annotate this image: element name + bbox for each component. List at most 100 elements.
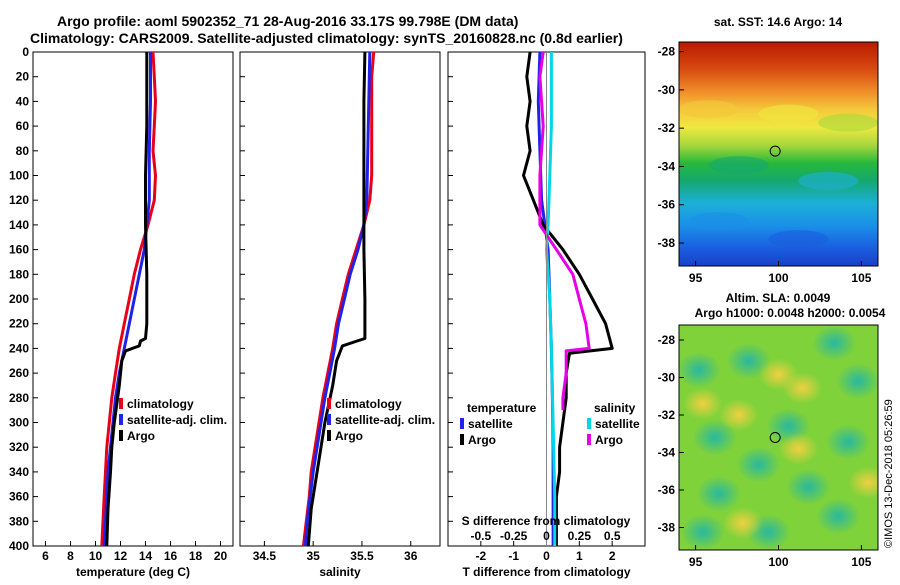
sla-low-blob xyxy=(816,498,861,535)
x-tick-label: 12 xyxy=(114,549,128,563)
sla-low-blob xyxy=(692,419,737,456)
map-y-tick-label: -30 xyxy=(658,83,676,97)
x-tick-label: 36 xyxy=(404,549,418,563)
legend-swatch xyxy=(460,434,464,445)
y-tick-label: 240 xyxy=(9,341,29,355)
sla-low-blob xyxy=(786,469,831,505)
sla-high-blob xyxy=(782,372,823,404)
x-tick-label: 0 xyxy=(543,549,550,563)
legend-title-temperature: temperature xyxy=(467,401,537,415)
argo-location-marker xyxy=(769,145,781,157)
y-tick-label: 80 xyxy=(16,144,30,158)
y-tick-label: 260 xyxy=(9,366,29,380)
y-tick-label: 180 xyxy=(9,267,29,281)
x-tick-label: 14 xyxy=(139,549,153,563)
y-tick-label: 400 xyxy=(9,539,29,553)
x-tick-top-label: 0.5 xyxy=(604,529,621,543)
series-line-satellite-adj-clim- xyxy=(102,52,152,547)
x-tick-label: 35 xyxy=(306,549,320,563)
legend-swatch xyxy=(119,414,123,425)
y-tick-label: 20 xyxy=(16,70,30,84)
x-tick-top-label: 0.25 xyxy=(568,529,592,543)
legend-label: Argo xyxy=(127,429,155,443)
map-y-tick-label: -34 xyxy=(658,159,676,173)
legend-label: Argo xyxy=(468,433,496,447)
map-x-tick-label: 100 xyxy=(768,555,788,569)
series-line-climatology xyxy=(100,51,157,547)
x-tick-label: -2 xyxy=(475,549,486,563)
y-tick-label: 300 xyxy=(9,416,29,430)
y-tick-label: 280 xyxy=(9,391,29,405)
sst-patch xyxy=(688,212,749,231)
x-axis-top-label: S difference from climatology xyxy=(462,514,631,528)
x-tick-label: 35.5 xyxy=(350,549,374,563)
map-panels: sat. SST: 14.6 Argo: 14 -28 -30 -32 -34 -36 -3… xyxy=(658,15,886,569)
y-tick-label: 340 xyxy=(9,465,29,479)
sla-low-blob xyxy=(736,446,781,483)
sla-low-blob xyxy=(826,424,871,460)
profile-panel-3: -2 -1 0 1 2 T difference from climatology S di… xyxy=(447,51,646,579)
y-tick-label: 100 xyxy=(9,169,29,183)
sla-high-blob xyxy=(848,466,878,499)
y-tick-label: 120 xyxy=(9,193,29,207)
map-x-tick-label: 105 xyxy=(851,555,871,569)
sla-low-blob xyxy=(836,363,878,400)
figure-title-line1: Argo profile: aoml 5902352_71 28-Aug-201… xyxy=(57,13,518,29)
map-y-tick-label: -32 xyxy=(658,121,676,135)
watermark: ©IMOS 13-Dec-2018 05:26:59 xyxy=(883,399,895,548)
legend-swatch xyxy=(119,398,123,409)
map-title-sla-line1: Altim. SLA: 0.0049 xyxy=(726,291,831,305)
sst-patch xyxy=(708,156,769,175)
x-tick-label: 18 xyxy=(189,549,203,563)
sla-high-blob xyxy=(722,507,763,539)
sla-high-blob xyxy=(718,399,759,431)
series-line-s-satellite xyxy=(545,52,557,546)
y-tick-label: 40 xyxy=(16,94,30,108)
map-y-tick-label: -36 xyxy=(658,483,676,497)
map-x-tick-label: 105 xyxy=(851,271,871,285)
legend-swatch xyxy=(460,418,464,429)
legend-label: climatology xyxy=(335,397,402,411)
y-tick-label: 60 xyxy=(16,119,30,133)
x-tick-top-label: -0.25 xyxy=(500,529,528,543)
map-image xyxy=(679,325,878,550)
legend-label: Argo xyxy=(335,429,363,443)
argo-location-marker xyxy=(769,432,781,443)
sla-low-blob xyxy=(680,514,725,550)
series-line-s-argo xyxy=(538,51,591,411)
map-y-tick-label: -34 xyxy=(658,446,676,460)
y-tick-label: 140 xyxy=(9,218,29,232)
x-axis-label: T difference from climatology xyxy=(462,565,630,579)
legend-swatch xyxy=(119,430,123,441)
legend-swatch xyxy=(587,418,591,429)
sla-high-blob xyxy=(682,387,723,420)
y-tick-label: 200 xyxy=(9,292,29,306)
legend-swatch xyxy=(327,430,331,441)
sla-high-blob xyxy=(778,432,819,465)
x-tick-top-label: -0.5 xyxy=(470,529,491,543)
legend-title-salinity: salinity xyxy=(594,401,636,415)
sst-patch xyxy=(768,230,829,249)
map-title-sst: sat. SST: 14.6 Argo: 14 xyxy=(714,15,843,29)
x-tick-label: 8 xyxy=(67,549,74,563)
profile-panel-1: 0 20 40 60 80 100 120 140 160 180 200 220 240 260 280 3… xyxy=(9,45,234,579)
legend-label: satellite-adj. clim. xyxy=(335,413,435,427)
legend-label: satellite xyxy=(468,417,513,431)
map-y-tick-label: -30 xyxy=(658,371,676,385)
x-tick-label: 20 xyxy=(214,549,228,563)
sla-low-blob xyxy=(679,352,721,388)
sst-patch xyxy=(679,100,739,119)
y-tick-label: 0 xyxy=(22,45,29,59)
map-y-tick-label: -38 xyxy=(658,236,676,250)
sla-low-blob xyxy=(812,325,857,361)
x-axis-label: temperature (deg C) xyxy=(76,565,190,579)
x-tick-label: -1 xyxy=(508,549,519,563)
legend-swatch xyxy=(587,434,591,445)
profile-panel-2: 34.5 35 35.5 36 salinity climatology satellite… xyxy=(239,51,441,579)
legend-swatch xyxy=(327,414,331,425)
map-x-tick-label: 95 xyxy=(689,555,703,569)
x-tick-label: 2 xyxy=(609,549,616,563)
map-y-tick-label: -28 xyxy=(658,333,676,347)
legend-label: satellite-adj. clim. xyxy=(127,413,227,427)
